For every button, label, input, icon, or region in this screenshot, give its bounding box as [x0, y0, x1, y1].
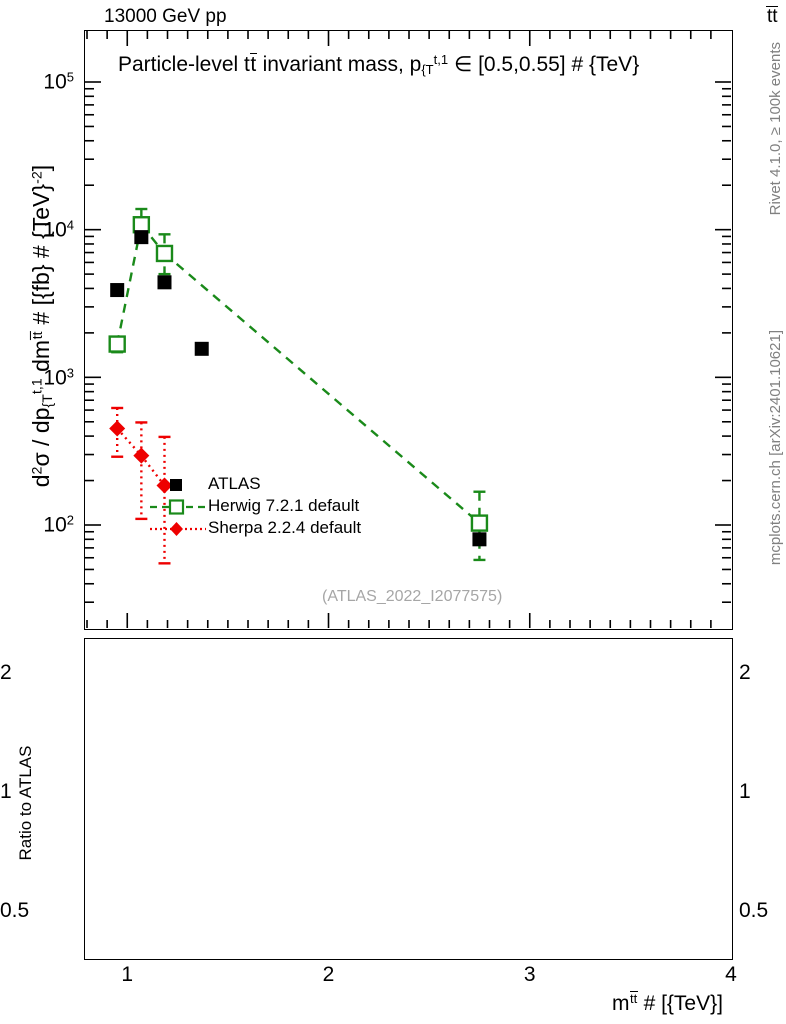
x-tick-label-2: 3 [523, 963, 536, 986]
process-text: tt [766, 6, 778, 27]
y-axis-labels-main: 105 104 103 102 [0, 30, 80, 630]
y-tick-label-3: 102 [43, 512, 74, 537]
plot-title-suffix: ∈ [0.5,0.55] # {TeV} [448, 53, 640, 76]
main-data-series [108, 207, 489, 565]
collision-energy-label: 13000 GeV pp [104, 6, 227, 28]
y-axis-title-ratio: Ratio to ATLAS [16, 745, 35, 861]
plot-title-prefix: Particle-level t [118, 53, 250, 76]
legend-label-sherpa: Sherpa 2.2.4 default [208, 518, 362, 537]
ratio-y-tick-label-right-0: 2 [739, 661, 751, 684]
legend-marker-atlas [170, 479, 182, 491]
plot-title-tbar: t [249, 53, 257, 76]
y-tick-label-1: 104 [43, 217, 74, 242]
legend-label-herwig: Herwig 7.2.1 default [208, 496, 360, 515]
x-tick-label-3: 4 [725, 963, 737, 986]
ratio-plot-frame [84, 638, 733, 960]
ratio-y-tick-label-left-0: 2 [0, 661, 12, 684]
plot-title-mid: invariant mass, p [256, 53, 422, 76]
ratio-y-tick-label-right-2: 0.5 [739, 899, 769, 922]
main-axis-ticks [85, 31, 731, 628]
legend-marker-sherpa [150, 522, 206, 536]
legend-label-atlas: ATLAS [208, 474, 261, 493]
process-label: tt [766, 6, 778, 28]
ratio-y-tick-label-right-1: 1 [739, 780, 751, 803]
ratio-y-tick-label-left-1: 1 [0, 780, 12, 803]
y-tick-label-0: 105 [43, 69, 74, 94]
y-axis-title-main: d2σ / dp{Tt,1 dmtt # [{fb} # {TeV}-2] [27, 164, 57, 488]
legend-marker-herwig [150, 499, 206, 515]
analysis-id-watermark: (ATLAS_2022_I2077575) [322, 588, 503, 605]
x-tick-label-0: 1 [121, 963, 134, 986]
plot-title-sup: t,1 [433, 52, 449, 68]
x-tick-label-1: 2 [322, 963, 335, 986]
collision-energy-text: 13000 GeV pp [104, 6, 227, 27]
rivet-version-note: Rivet 4.1.0, ≥ 100k events [767, 42, 784, 216]
plot-title: Particle-level tt invariant mass, p{Tt,1… [118, 52, 639, 77]
y-tick-label-2: 103 [43, 365, 74, 390]
main-plot-frame [84, 30, 733, 630]
plot-title-sub: {T [421, 61, 434, 77]
ratio-y-tick-label-left-2: 0.5 [0, 899, 30, 922]
x-axis-title: mtt # [{TeV}] [612, 991, 723, 1015]
mcplots-source-note: mcplots.cern.ch [arXiv:2401.10621] [767, 330, 784, 566]
